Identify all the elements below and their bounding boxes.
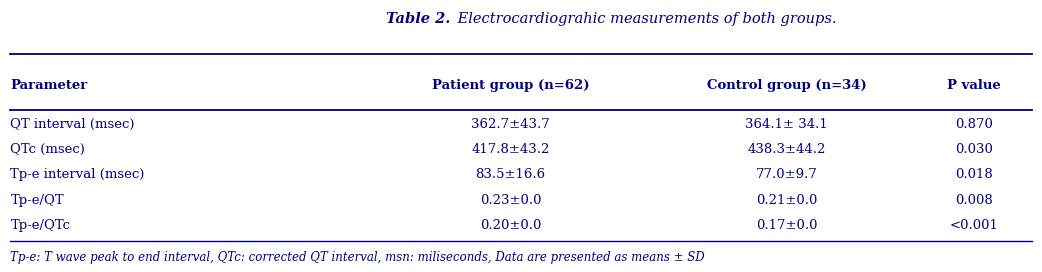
Text: Table 2.: Table 2.: [386, 12, 450, 26]
Text: QTc (msec): QTc (msec): [10, 143, 85, 156]
Text: 0.018: 0.018: [956, 168, 993, 181]
Text: 0.23±0.0: 0.23±0.0: [479, 194, 542, 206]
Text: 362.7±43.7: 362.7±43.7: [471, 118, 550, 131]
Text: 0.008: 0.008: [956, 194, 993, 206]
Text: 364.1± 34.1: 364.1± 34.1: [745, 118, 828, 131]
Text: Electrocardiograhic measurements of both groups.: Electrocardiograhic measurements of both…: [453, 12, 837, 26]
Text: 0.030: 0.030: [956, 143, 993, 156]
Text: P value: P value: [947, 79, 1001, 92]
Text: 77.0±9.7: 77.0±9.7: [755, 168, 818, 181]
Text: 0.17±0.0: 0.17±0.0: [755, 219, 818, 232]
Text: Tp-e/QT: Tp-e/QT: [10, 194, 64, 206]
Text: 438.3±44.2: 438.3±44.2: [747, 143, 826, 156]
Text: Tp-e interval (msec): Tp-e interval (msec): [10, 168, 145, 181]
Text: 0.20±0.0: 0.20±0.0: [480, 219, 541, 232]
Text: 83.5±16.6: 83.5±16.6: [475, 168, 546, 181]
Text: Control group (n=34): Control group (n=34): [706, 79, 867, 92]
Text: Parameter: Parameter: [10, 79, 88, 92]
Text: QT interval (msec): QT interval (msec): [10, 118, 134, 131]
Text: 0.870: 0.870: [956, 118, 993, 131]
Text: 0.21±0.0: 0.21±0.0: [756, 194, 817, 206]
Text: 417.8±43.2: 417.8±43.2: [471, 143, 550, 156]
Text: Tp-e/QTc: Tp-e/QTc: [10, 219, 71, 232]
Text: Tp-e: T wave peak to end interval, QTc: corrected QT interval, msn: miliseconds,: Tp-e: T wave peak to end interval, QTc: …: [10, 251, 705, 264]
Text: Patient group (n=62): Patient group (n=62): [431, 79, 590, 92]
Text: <0.001: <0.001: [950, 219, 998, 232]
